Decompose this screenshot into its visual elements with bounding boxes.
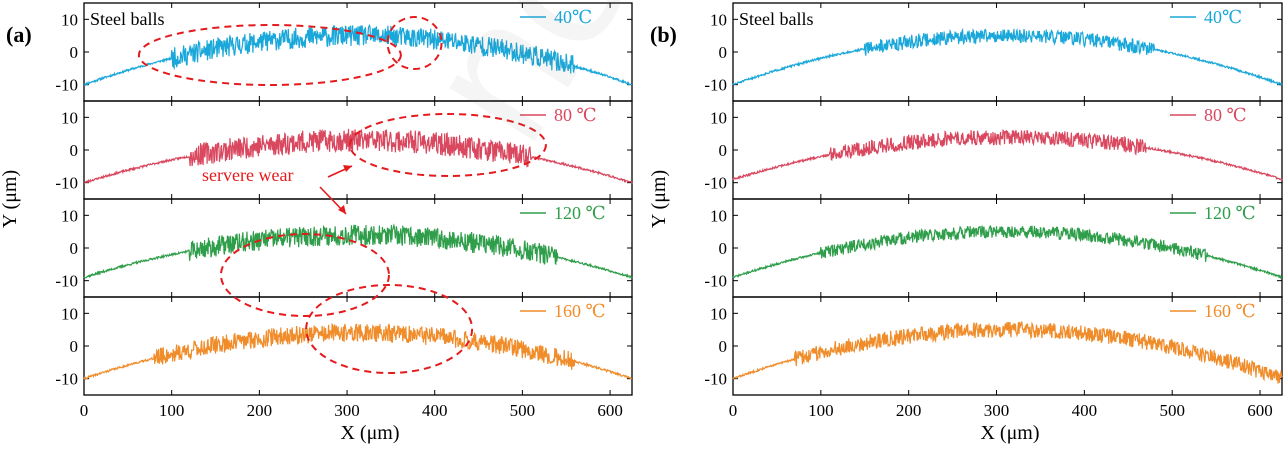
annotation-text: servere wear xyxy=(202,165,293,185)
annotation-arrowhead xyxy=(338,205,346,214)
x-tick-label: 400 xyxy=(422,401,448,420)
y-tick-label: 10 xyxy=(710,108,727,127)
subplot-4: -10 0 10 160 ℃ xyxy=(55,296,633,396)
subplot-frame xyxy=(732,296,1283,396)
subplot-frame xyxy=(83,2,633,102)
series-line xyxy=(83,322,633,381)
y-tick-label: 0 xyxy=(70,43,79,62)
sample-label: Steel balls xyxy=(739,9,814,29)
legend-label: 120 ℃ xyxy=(1204,203,1256,223)
subplot-3: -10 0 10 120 ℃ xyxy=(55,198,633,298)
series-line xyxy=(83,223,633,280)
x-tick-label: 200 xyxy=(896,401,922,420)
x-axis-label: X (μm) xyxy=(340,422,399,444)
wear-ellipse xyxy=(386,16,443,70)
legend-label: 40℃ xyxy=(1204,7,1242,27)
wear-ellipse xyxy=(348,113,547,177)
series-line xyxy=(83,128,633,184)
wear-ellipse xyxy=(305,284,474,374)
x-tick-label: 0 xyxy=(729,401,738,420)
legend-label: 160 ℃ xyxy=(554,301,606,321)
panel-label: (a) xyxy=(6,22,32,47)
y-tick-label: -10 xyxy=(55,174,78,193)
subplot-frame xyxy=(83,198,633,298)
subplot-1: -10 0 10 40℃ Steel balls xyxy=(55,2,633,102)
x-tick-label: 200 xyxy=(247,401,273,420)
y-tick-label: 10 xyxy=(710,206,727,225)
legend-label: 80 ℃ xyxy=(1204,105,1247,125)
x-tick-label: 500 xyxy=(510,401,536,420)
legend-label: 120 ℃ xyxy=(554,203,606,223)
y-tick-label: 10 xyxy=(710,304,727,323)
wear-ellipse xyxy=(219,233,390,317)
y-tick-label: 0 xyxy=(719,43,728,62)
y-tick-label: -10 xyxy=(704,76,727,95)
wear-annotations: servere wear xyxy=(137,16,547,374)
series-line xyxy=(732,129,1283,182)
y-tick-label: 0 xyxy=(719,141,728,160)
y-tick-label: -10 xyxy=(704,272,727,291)
subplot-frame xyxy=(732,198,1283,298)
y-axis-label: Y (μm) xyxy=(648,170,670,228)
subplot-1: -10 0 10 40℃ Steel balls xyxy=(704,2,1283,102)
x-tick-label: 500 xyxy=(1159,401,1185,420)
subplot-4: -10 0 10 160 ℃ xyxy=(704,296,1283,396)
y-tick-label: 0 xyxy=(70,239,79,258)
x-tick-label: 300 xyxy=(334,401,360,420)
y-tick-label: 10 xyxy=(61,304,78,323)
y-axis-label: Y (μm) xyxy=(0,170,21,228)
y-tick-label: -10 xyxy=(55,76,78,95)
subplot-frame xyxy=(732,100,1283,200)
subplot-frame xyxy=(83,296,633,396)
sample-label: Steel balls xyxy=(90,9,165,29)
series-line xyxy=(732,27,1283,87)
x-tick-label: 100 xyxy=(808,401,834,420)
y-tick-label: 10 xyxy=(61,206,78,225)
subplot-2: -10 0 10 80 ℃ xyxy=(704,100,1283,200)
x-tick-label: 0 xyxy=(80,401,89,420)
panel-label: (b) xyxy=(650,22,677,47)
x-tick-label: 100 xyxy=(159,401,185,420)
subplot-frame xyxy=(732,2,1283,102)
x-axis-label: X (μm) xyxy=(980,422,1039,444)
annotation-arrowhead xyxy=(343,165,352,172)
series-line xyxy=(732,320,1283,384)
y-tick-label: 10 xyxy=(710,10,727,29)
legend-label: 40℃ xyxy=(554,7,592,27)
y-tick-label: -10 xyxy=(55,272,78,291)
series-line xyxy=(732,225,1283,280)
subplot-3: -10 0 10 120 ℃ xyxy=(704,198,1283,298)
legend-label: 160 ℃ xyxy=(1204,301,1256,321)
y-tick-label: 0 xyxy=(719,337,728,356)
y-tick-label: -10 xyxy=(704,174,727,193)
y-tick-label: -10 xyxy=(55,370,78,389)
y-tick-label: -10 xyxy=(704,370,727,389)
y-tick-label: 10 xyxy=(61,10,78,29)
y-tick-label: 10 xyxy=(61,108,78,127)
x-tick-label: 600 xyxy=(1247,401,1273,420)
x-tick-label: 600 xyxy=(597,401,623,420)
series-line xyxy=(83,24,633,87)
y-tick-label: 0 xyxy=(719,239,728,258)
x-tick-label: 300 xyxy=(984,401,1010,420)
y-tick-label: 0 xyxy=(70,141,79,160)
x-tick-label: 400 xyxy=(1072,401,1098,420)
wear-ellipse xyxy=(137,24,402,86)
y-tick-label: 0 xyxy=(70,337,79,356)
legend-label: 80 ℃ xyxy=(554,105,597,125)
